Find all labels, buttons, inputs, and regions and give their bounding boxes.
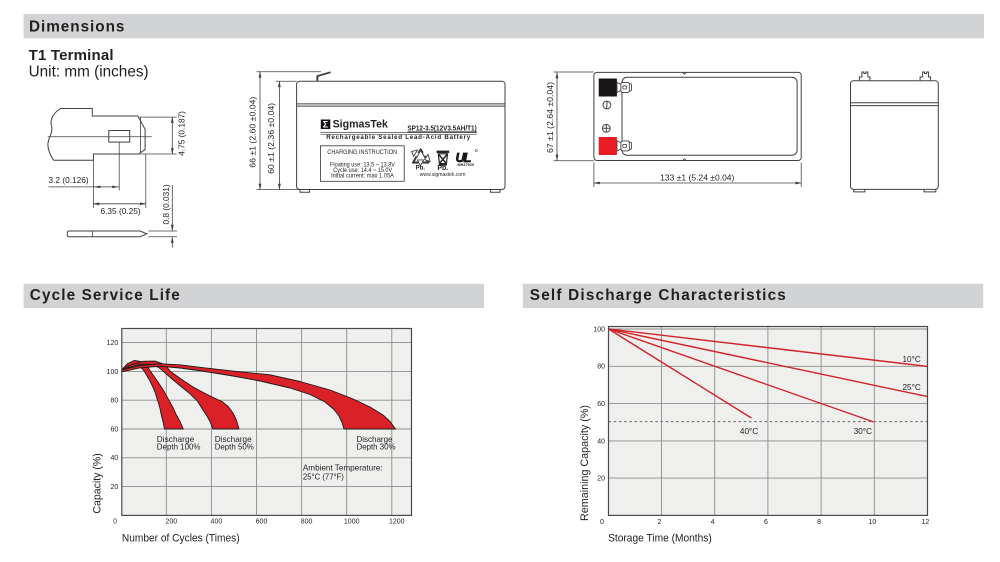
svg-text:Discharge: Discharge	[157, 434, 195, 444]
svg-text:Depth 100%: Depth 100%	[157, 441, 201, 451]
svg-text:200: 200	[165, 518, 177, 525]
svg-text:60: 60	[597, 401, 605, 408]
svg-text:25°C: 25°C	[903, 383, 921, 392]
svg-text:6: 6	[764, 519, 768, 526]
svg-text:Σ: Σ	[323, 119, 329, 129]
svg-text:UL: UL	[456, 150, 472, 165]
svg-text:Dimensions: Dimensions	[29, 19, 124, 36]
svg-text:12: 12	[922, 519, 930, 526]
svg-text:Initial current: max 1.05A: Initial current: max 1.05A	[331, 173, 394, 179]
svg-text:Ambient Temperature:: Ambient Temperature:	[303, 462, 383, 472]
svg-text:Discharge: Discharge	[357, 434, 393, 444]
svg-text:Storage Time (Months): Storage Time (Months)	[608, 533, 712, 545]
svg-text:Number of Cycles (Times): Number of Cycles (Times)	[122, 533, 240, 545]
svg-text:67 ±1 (2.64 ±0.04): 67 ±1 (2.64 ±0.04)	[545, 82, 555, 153]
svg-text:40°C: 40°C	[740, 427, 758, 436]
svg-text:40: 40	[111, 455, 119, 462]
svg-text:20: 20	[111, 484, 119, 491]
svg-text:80: 80	[597, 364, 605, 371]
svg-text:T1 Terminal: T1 Terminal	[29, 47, 114, 64]
svg-text:66 ±1 (2.60 ±0.04): 66 ±1 (2.60 ±0.04)	[248, 97, 258, 168]
svg-text:4: 4	[711, 519, 715, 526]
svg-text:Cycle use: 14.4 ~ 15.0V: Cycle use: 14.4 ~ 15.0V	[333, 168, 392, 174]
svg-text:8: 8	[817, 519, 821, 526]
svg-text:0: 0	[113, 518, 117, 525]
svg-text:Depth 50%: Depth 50%	[215, 441, 255, 451]
svg-text:3.2 (0.126): 3.2 (0.126)	[49, 175, 89, 185]
svg-text:MH47929: MH47929	[458, 163, 474, 167]
svg-text:Remaining Capacity (%): Remaining Capacity (%)	[579, 405, 591, 521]
svg-text:Pb.: Pb.	[416, 166, 426, 172]
svg-text:Pb.: Pb.	[437, 165, 448, 172]
svg-text:Depth 30%: Depth 30%	[357, 441, 397, 451]
svg-text:10: 10	[869, 519, 877, 526]
svg-text:1000: 1000	[344, 518, 360, 525]
svg-text:Self Discharge Characteristics: Self Discharge Characteristics	[530, 287, 786, 304]
svg-text:Unit: mm (inches): Unit: mm (inches)	[29, 63, 149, 80]
svg-text:Floating use: 13.5 ~ 13.8V: Floating use: 13.5 ~ 13.8V	[330, 162, 395, 168]
svg-text:SP12-3.5(12V3.5AH/T1): SP12-3.5(12V3.5AH/T1)	[407, 126, 476, 133]
svg-text:60: 60	[111, 426, 119, 433]
svg-text:120: 120	[107, 340, 119, 347]
svg-text:0.8 (0.031): 0.8 (0.031)	[161, 184, 171, 224]
svg-text:25°C (77°F): 25°C (77°F)	[303, 472, 344, 482]
svg-text:Cycle Service Life: Cycle Service Life	[30, 287, 180, 304]
svg-text:133 ±1 (5.24 ±0.04): 133 ±1 (5.24 ±0.04)	[660, 172, 734, 182]
svg-text:400: 400	[211, 518, 223, 525]
svg-text:4.75 (0.187): 4.75 (0.187)	[177, 111, 187, 156]
svg-text:60 ±1 (2.36 ±0.04): 60 ±1 (2.36 ±0.04)	[266, 103, 276, 174]
svg-text:CHARGING INSTRUCTION: CHARGING INSTRUCTION	[327, 149, 397, 156]
svg-text:Capacity (%): Capacity (%)	[91, 453, 103, 513]
svg-text:800: 800	[301, 518, 313, 525]
svg-text:1200: 1200	[389, 518, 405, 525]
svg-text:100: 100	[107, 369, 119, 376]
svg-text:100: 100	[593, 326, 605, 333]
svg-text:6.35 (0.25): 6.35 (0.25)	[101, 206, 141, 216]
svg-text:600: 600	[256, 518, 268, 525]
svg-text:0: 0	[600, 519, 604, 526]
svg-text:Discharge: Discharge	[215, 434, 252, 444]
svg-text:20: 20	[597, 476, 605, 483]
svg-text:40: 40	[597, 438, 605, 445]
svg-text:80: 80	[111, 398, 119, 405]
svg-text:SigmasTek: SigmasTek	[333, 118, 389, 130]
svg-text:www.sigmastek.com: www.sigmastek.com	[419, 172, 466, 178]
svg-text:2: 2	[657, 519, 661, 526]
svg-text:Rechargeable Sealed Lead-Acid: Rechargeable Sealed Lead-Acid Battery	[326, 134, 471, 141]
svg-text:30°C: 30°C	[854, 427, 872, 436]
svg-text:10°C: 10°C	[903, 355, 921, 364]
